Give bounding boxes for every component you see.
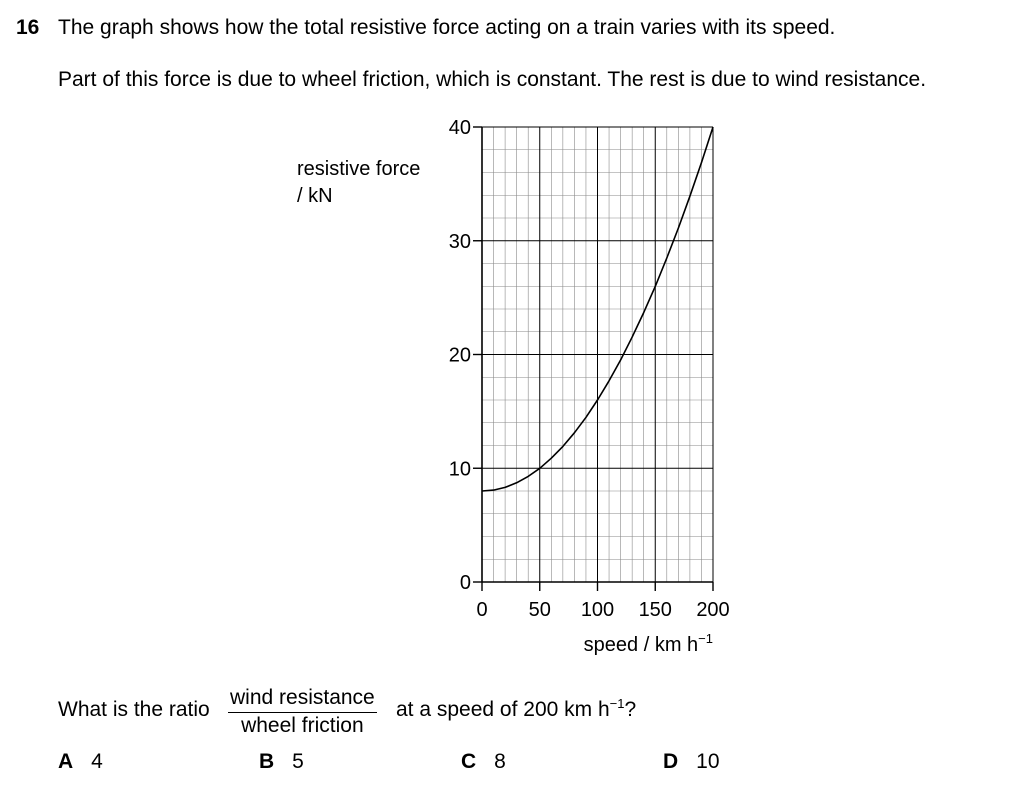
- x-tick-label: 100: [581, 599, 614, 621]
- y-axis-label-line2: / kN: [297, 185, 333, 207]
- ratio-fraction: wind resistance wheel friction: [228, 686, 377, 738]
- fraction-denominator: wheel friction: [241, 714, 364, 737]
- y-tick-label: 10: [449, 458, 471, 480]
- x-axis-label: speed / km h−1: [584, 631, 713, 656]
- option-d[interactable]: D 10: [663, 750, 720, 774]
- x-tick-label: 0: [476, 599, 487, 621]
- tick-labels: 0 10 20 30 40 0 50 100 150 200: [449, 117, 730, 621]
- option-a-value: 4: [91, 750, 103, 773]
- option-b-letter: B: [259, 750, 275, 773]
- option-c-letter: C: [461, 750, 477, 773]
- y-axis-label-line1: resistive force: [297, 158, 421, 180]
- question-detail: Part of this force is due to wheel frict…: [58, 68, 927, 91]
- option-b-value: 5: [292, 750, 304, 773]
- y-tick-label: 30: [449, 231, 471, 253]
- prompt-end: at a speed of 200 km h−1?: [396, 696, 637, 721]
- option-d-value: 10: [696, 750, 720, 773]
- x-tick-label: 150: [639, 599, 672, 621]
- resistive-force-curve: [481, 126, 714, 492]
- question-number: 16: [16, 16, 40, 39]
- option-a-letter: A: [58, 750, 74, 773]
- prompt-start: What is the ratio: [58, 698, 210, 721]
- y-tick-label: 20: [449, 345, 471, 367]
- x-tick-label: 50: [529, 599, 551, 621]
- x-tick-label: 200: [696, 599, 729, 621]
- y-tick-label: 40: [449, 117, 471, 139]
- curve-layer: [481, 126, 714, 492]
- option-c-value: 8: [494, 750, 506, 773]
- y-tick-label: 0: [460, 572, 471, 594]
- ticks: [473, 126, 714, 591]
- y-axis-label: resistive force / kN: [297, 156, 420, 210]
- fraction-numerator: wind resistance: [228, 686, 377, 713]
- question-intro: The graph shows how the total resistive …: [58, 16, 836, 39]
- option-d-letter: D: [663, 750, 679, 773]
